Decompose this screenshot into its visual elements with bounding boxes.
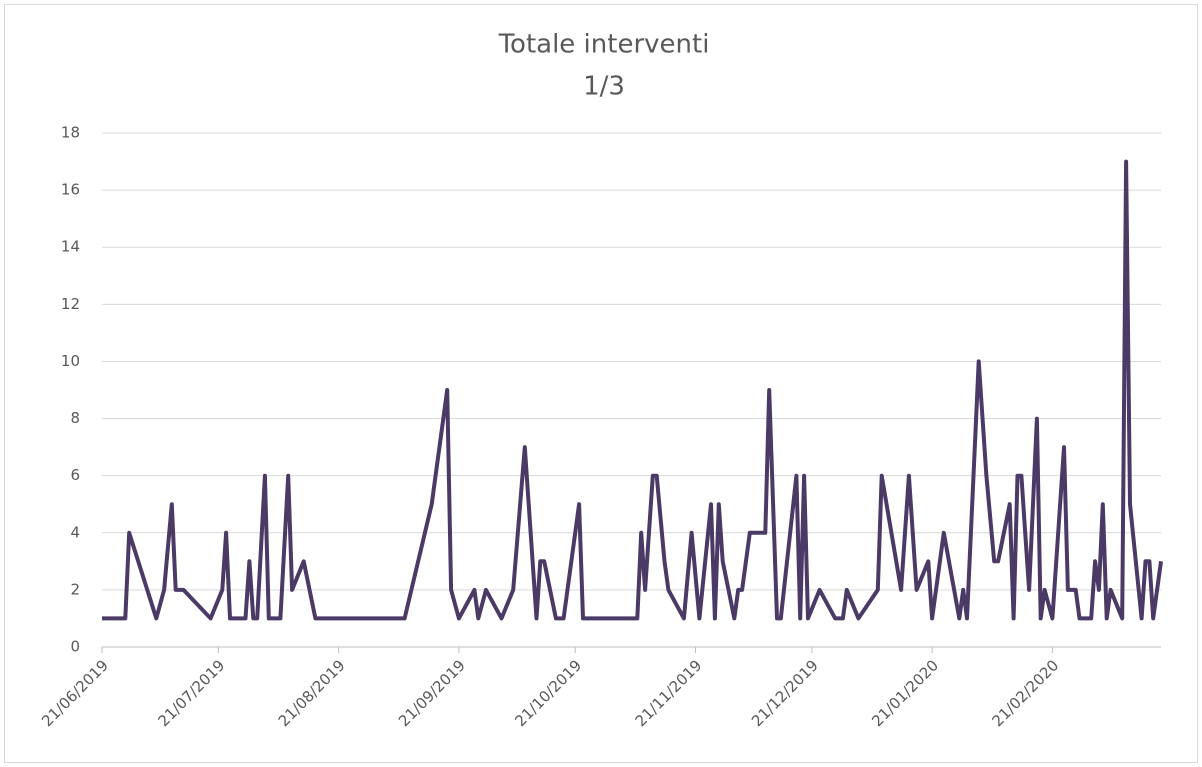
y-tick-label: 12 xyxy=(61,295,80,313)
y-tick-label: 16 xyxy=(61,181,80,199)
chart-title: Totale interventi xyxy=(498,30,710,60)
line-series xyxy=(102,159,1163,621)
y-tick-label: 14 xyxy=(61,238,80,256)
y-tick-label: 2 xyxy=(70,580,80,598)
y-tick-label: 18 xyxy=(61,124,80,142)
chart-subtitle: 1/3 xyxy=(583,72,625,102)
y-tick-label: 6 xyxy=(70,466,80,484)
y-tick-label: 4 xyxy=(70,523,80,541)
y-tick-label: 0 xyxy=(70,638,80,656)
chart-border xyxy=(4,4,1198,763)
y-tick-label: 10 xyxy=(61,352,80,370)
y-tick-label: 8 xyxy=(70,409,80,427)
